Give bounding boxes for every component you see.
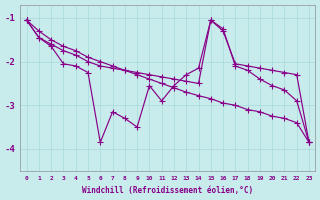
X-axis label: Windchill (Refroidissement éolien,°C): Windchill (Refroidissement éolien,°C) (82, 186, 253, 195)
